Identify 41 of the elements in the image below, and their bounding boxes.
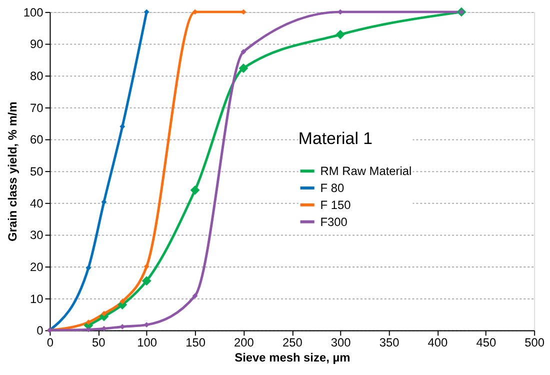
y-tick-label: 60 <box>30 132 44 147</box>
point <box>101 310 107 316</box>
x-tick-label: 500 <box>524 336 545 350</box>
point <box>120 124 126 130</box>
legend-label: F 150 <box>320 198 352 212</box>
x-tick-label: 450 <box>476 336 496 350</box>
y-tick-label: 100 <box>23 5 44 20</box>
point <box>240 49 246 54</box>
y-axis-title: Grain class yield, % m/m <box>5 102 20 242</box>
y-tick-label: 10 <box>30 292 44 306</box>
x-tick-label: 350 <box>379 336 400 350</box>
legend-label: F 80 <box>320 180 344 195</box>
x-tick-label: 150 <box>186 336 206 350</box>
point <box>120 298 126 304</box>
y-tick-label: 50 <box>30 164 44 179</box>
x-tick-label: 50 <box>92 336 106 350</box>
y-tick-label: 20 <box>30 260 44 274</box>
legend-title: Material 1 <box>298 129 373 148</box>
x-tick-label: 100 <box>137 336 158 350</box>
point <box>192 293 198 299</box>
x-tick-label: 300 <box>330 336 352 350</box>
x-tick-label: 200 <box>234 336 254 350</box>
point <box>144 9 150 15</box>
point <box>86 320 92 325</box>
point <box>190 185 200 195</box>
legend-label: F300 <box>320 214 348 229</box>
legend-label: RM Raw Material <box>320 164 412 178</box>
x-axis-title: Sieve mesh size, µm <box>234 350 350 365</box>
x-tick-label: 0 <box>46 336 54 350</box>
x-tick-label: 400 <box>428 336 448 350</box>
point <box>238 64 248 73</box>
y-tick-label: 0 <box>36 324 44 338</box>
y-tick-label: 80 <box>30 69 44 84</box>
point <box>336 30 346 40</box>
point <box>142 276 152 286</box>
y-tick-label: 30 <box>30 228 44 242</box>
y-tick-label: 70 <box>30 100 44 115</box>
x-tick-label: 250 <box>282 336 303 350</box>
point <box>144 264 150 270</box>
y-tick-label: 40 <box>30 196 44 210</box>
y-tick-label: 90 <box>30 37 44 52</box>
